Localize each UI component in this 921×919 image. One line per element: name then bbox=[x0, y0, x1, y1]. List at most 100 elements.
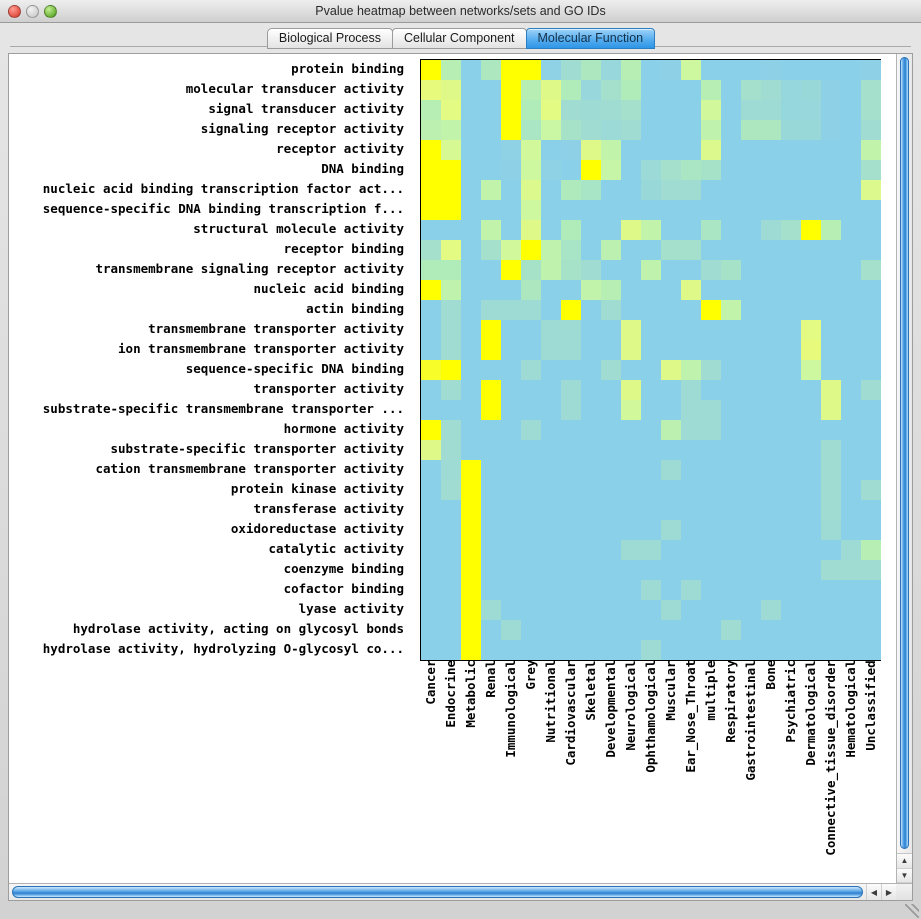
heatmap-cell[interactable] bbox=[761, 120, 781, 140]
heatmap-cell[interactable] bbox=[601, 140, 621, 160]
heatmap-cell[interactable] bbox=[481, 240, 501, 260]
heatmap-cell[interactable] bbox=[501, 280, 521, 300]
heatmap-cell[interactable] bbox=[501, 540, 521, 560]
heatmap-cell[interactable] bbox=[841, 520, 861, 540]
heatmap-cell[interactable] bbox=[681, 220, 701, 240]
heatmap-cell[interactable] bbox=[801, 280, 821, 300]
heatmap-cell[interactable] bbox=[861, 600, 881, 620]
heatmap-cell[interactable] bbox=[521, 480, 541, 500]
heatmap-cell[interactable] bbox=[781, 240, 801, 260]
heatmap-cell[interactable] bbox=[621, 440, 641, 460]
heatmap-cell[interactable] bbox=[781, 140, 801, 160]
heatmap-cell[interactable] bbox=[781, 300, 801, 320]
heatmap-cell[interactable] bbox=[461, 80, 481, 100]
heatmap-cell[interactable] bbox=[561, 220, 581, 240]
heatmap-cell[interactable] bbox=[841, 400, 861, 420]
heatmap-cell[interactable] bbox=[561, 460, 581, 480]
heatmap-cell[interactable] bbox=[661, 120, 681, 140]
heatmap-cell[interactable] bbox=[741, 140, 761, 160]
heatmap-cell[interactable] bbox=[701, 380, 721, 400]
heatmap-cell[interactable] bbox=[841, 460, 861, 480]
heatmap-cell[interactable] bbox=[861, 360, 881, 380]
heatmap-cell[interactable] bbox=[721, 240, 741, 260]
heatmap-cell[interactable] bbox=[721, 160, 741, 180]
heatmap-cell[interactable] bbox=[481, 100, 501, 120]
heatmap-cell[interactable] bbox=[601, 380, 621, 400]
heatmap-cell[interactable] bbox=[581, 480, 601, 500]
heatmap-cell[interactable] bbox=[581, 140, 601, 160]
heatmap-cell[interactable] bbox=[821, 160, 841, 180]
heatmap-cell[interactable] bbox=[861, 220, 881, 240]
heatmap-cell[interactable] bbox=[781, 460, 801, 480]
heatmap-cell[interactable] bbox=[621, 240, 641, 260]
heatmap-cell[interactable] bbox=[821, 340, 841, 360]
heatmap-cell[interactable] bbox=[521, 220, 541, 240]
heatmap-cell[interactable] bbox=[841, 220, 861, 240]
heatmap-cell[interactable] bbox=[841, 600, 861, 620]
heatmap-cell[interactable] bbox=[801, 560, 821, 580]
heatmap-cell[interactable] bbox=[421, 400, 441, 420]
heatmap-cell[interactable] bbox=[561, 440, 581, 460]
heatmap-cell[interactable] bbox=[481, 200, 501, 220]
heatmap-cell[interactable] bbox=[701, 560, 721, 580]
heatmap-cell[interactable] bbox=[621, 500, 641, 520]
heatmap-cell[interactable] bbox=[461, 260, 481, 280]
heatmap-cell[interactable] bbox=[621, 520, 641, 540]
heatmap-cell[interactable] bbox=[821, 360, 841, 380]
heatmap-cell[interactable] bbox=[521, 600, 541, 620]
heatmap-cell[interactable] bbox=[601, 440, 621, 460]
heatmap-cell[interactable] bbox=[761, 140, 781, 160]
heatmap-cell[interactable] bbox=[521, 540, 541, 560]
heatmap-cell[interactable] bbox=[781, 500, 801, 520]
heatmap-cell[interactable] bbox=[421, 600, 441, 620]
heatmap-cell[interactable] bbox=[821, 220, 841, 240]
heatmap-cell[interactable] bbox=[641, 500, 661, 520]
heatmap-cell[interactable] bbox=[561, 520, 581, 540]
heatmap-cell[interactable] bbox=[601, 340, 621, 360]
heatmap-cell[interactable] bbox=[841, 60, 861, 80]
heatmap-cell[interactable] bbox=[801, 620, 821, 640]
heatmap-cell[interactable] bbox=[421, 380, 441, 400]
heatmap-cell[interactable] bbox=[461, 560, 481, 580]
heatmap-cell[interactable] bbox=[681, 640, 701, 660]
heatmap-cell[interactable] bbox=[781, 520, 801, 540]
heatmap-cell[interactable] bbox=[561, 140, 581, 160]
heatmap-cell[interactable] bbox=[801, 80, 821, 100]
heatmap-cell[interactable] bbox=[521, 300, 541, 320]
heatmap-cell[interactable] bbox=[741, 580, 761, 600]
heatmap-cell[interactable] bbox=[681, 460, 701, 480]
vertical-scrollbar-track[interactable] bbox=[897, 54, 912, 853]
heatmap-cell[interactable] bbox=[661, 320, 681, 340]
heatmap-cell[interactable] bbox=[761, 160, 781, 180]
heatmap-cell[interactable] bbox=[541, 480, 561, 500]
heatmap-cell[interactable] bbox=[481, 600, 501, 620]
heatmap-cell[interactable] bbox=[521, 580, 541, 600]
heatmap-cell[interactable] bbox=[661, 160, 681, 180]
heatmap-cell[interactable] bbox=[581, 400, 601, 420]
heatmap-cell[interactable] bbox=[761, 320, 781, 340]
heatmap-cell[interactable] bbox=[741, 80, 761, 100]
heatmap-cell[interactable] bbox=[641, 360, 661, 380]
heatmap-cell[interactable] bbox=[561, 560, 581, 580]
heatmap-cell[interactable] bbox=[601, 280, 621, 300]
heatmap-cell[interactable] bbox=[821, 380, 841, 400]
minimize-button[interactable] bbox=[26, 5, 39, 18]
heatmap-cell[interactable] bbox=[441, 360, 461, 380]
heatmap-cell[interactable] bbox=[441, 120, 461, 140]
heatmap-cell[interactable] bbox=[461, 200, 481, 220]
heatmap-cell[interactable] bbox=[541, 500, 561, 520]
heatmap-cell[interactable] bbox=[561, 540, 581, 560]
heatmap-cell[interactable] bbox=[461, 300, 481, 320]
heatmap-cell[interactable] bbox=[601, 260, 621, 280]
heatmap-cell[interactable] bbox=[441, 160, 461, 180]
heatmap-cell[interactable] bbox=[501, 80, 521, 100]
heatmap-cell[interactable] bbox=[701, 460, 721, 480]
heatmap-cell[interactable] bbox=[761, 300, 781, 320]
heatmap-cell[interactable] bbox=[561, 200, 581, 220]
heatmap-cell[interactable] bbox=[661, 280, 681, 300]
heatmap-cell[interactable] bbox=[801, 220, 821, 240]
heatmap-cell[interactable] bbox=[741, 220, 761, 240]
heatmap-cell[interactable] bbox=[461, 540, 481, 560]
heatmap-cell[interactable] bbox=[501, 120, 521, 140]
heatmap-cell[interactable] bbox=[821, 600, 841, 620]
